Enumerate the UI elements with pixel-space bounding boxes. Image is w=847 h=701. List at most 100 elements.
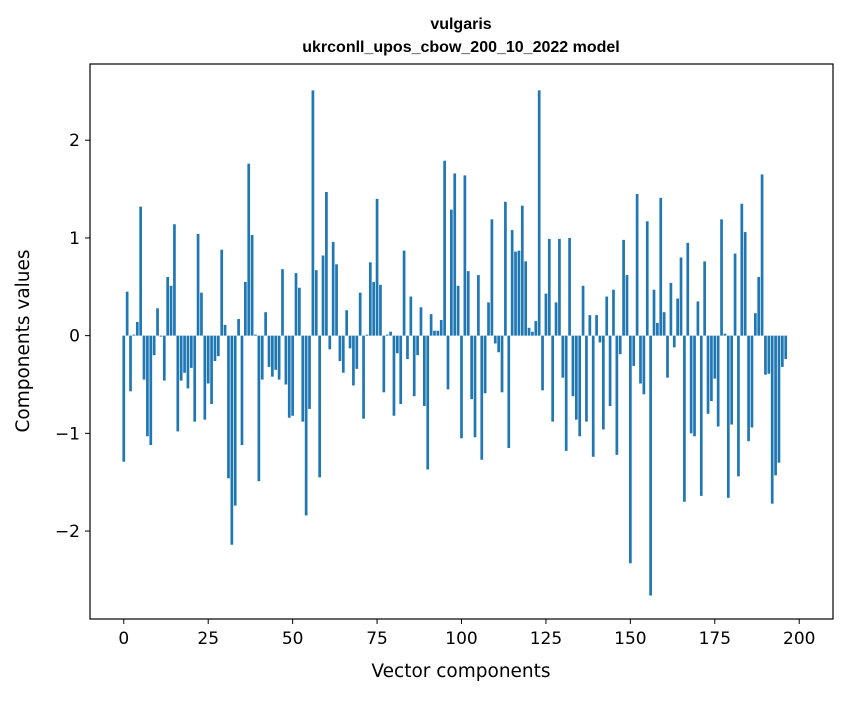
bar (389, 331, 392, 336)
bar (510, 230, 514, 336)
bar (780, 335, 784, 367)
bar (608, 335, 612, 406)
bar (189, 335, 193, 368)
bar (409, 296, 413, 336)
bar (358, 292, 362, 336)
bar (227, 335, 230, 479)
x-axis-ticks: 0 25 50 75 100 125 150 175 200 (118, 619, 815, 649)
bar (764, 335, 767, 375)
bar (450, 209, 453, 336)
chart-title: vulgaris (430, 16, 491, 33)
bar (244, 281, 247, 336)
bar (618, 335, 622, 355)
bar (176, 335, 180, 432)
bar (399, 335, 403, 405)
bar (531, 331, 534, 336)
bar (784, 335, 788, 360)
bar (446, 335, 450, 390)
x-tick-label: 175 (699, 629, 731, 649)
bar (676, 298, 679, 336)
bar (159, 335, 163, 337)
bar (146, 335, 149, 437)
bar (642, 335, 646, 395)
bar (453, 173, 457, 336)
bar (571, 335, 575, 397)
bar (142, 335, 146, 380)
bar (757, 277, 761, 336)
bar (470, 335, 473, 400)
bar (304, 335, 308, 516)
bar (483, 335, 487, 394)
bar (547, 238, 551, 336)
bar (416, 335, 419, 356)
y-tick-label: 1 (69, 229, 80, 249)
bar (368, 262, 372, 336)
x-tick-label: 150 (614, 629, 646, 649)
bar (699, 335, 703, 496)
bar (656, 322, 659, 336)
bar (595, 315, 598, 336)
bar (132, 334, 136, 336)
bar (433, 330, 436, 336)
bar (473, 335, 477, 438)
bar (375, 198, 379, 336)
bar (743, 232, 747, 336)
bar (625, 275, 629, 336)
bar (183, 335, 186, 373)
bar (152, 335, 156, 356)
bar (480, 335, 484, 460)
bar (740, 203, 744, 336)
bar (517, 250, 521, 336)
bar (122, 335, 126, 462)
y-axis-label: Components values (13, 249, 34, 432)
x-tick-label: 0 (118, 629, 129, 649)
bar (716, 335, 720, 427)
bar (406, 335, 409, 360)
bar (439, 320, 443, 336)
bar (257, 335, 261, 482)
bar (149, 335, 153, 446)
bar (385, 334, 389, 336)
bar (419, 307, 423, 336)
bar (774, 335, 777, 476)
bar (341, 335, 345, 373)
bar (318, 335, 322, 478)
bar (520, 205, 524, 336)
bar (298, 287, 301, 336)
bar (287, 335, 291, 418)
bar (247, 163, 251, 336)
bar (760, 174, 764, 336)
bar (395, 335, 399, 354)
bar (672, 335, 676, 348)
y-axis-ticks: −2 −1 0 1 2 (55, 131, 90, 542)
bar (274, 335, 278, 370)
bar (436, 330, 440, 336)
bar (524, 261, 528, 336)
bar (284, 335, 288, 385)
bar (696, 301, 700, 336)
bar (551, 335, 555, 422)
bar (588, 315, 592, 336)
x-tick-label: 50 (282, 629, 304, 649)
bar (726, 335, 730, 498)
bar (328, 335, 332, 350)
bar (254, 334, 257, 336)
bar (240, 335, 244, 446)
bar (129, 335, 132, 392)
bar (271, 335, 274, 377)
bar (662, 312, 666, 336)
bar (379, 284, 382, 336)
bar (601, 335, 605, 430)
bar (612, 289, 615, 336)
bar (382, 335, 386, 393)
bar (233, 335, 237, 506)
bar (669, 282, 673, 336)
bar (490, 219, 494, 336)
bar (348, 335, 352, 349)
bar (652, 289, 656, 336)
bar (504, 201, 507, 336)
x-tick-label: 100 (445, 629, 477, 649)
bar (372, 281, 376, 336)
y-tick-label: 2 (69, 131, 80, 151)
bar (294, 273, 298, 336)
